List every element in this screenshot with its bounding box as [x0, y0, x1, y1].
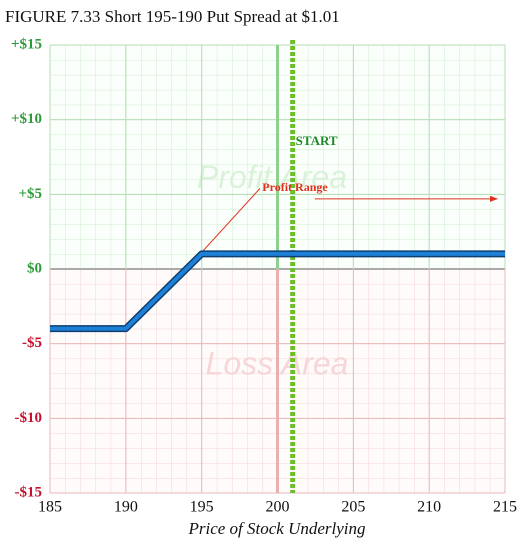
x-tick-label: 210 — [417, 499, 441, 516]
chart-title: FIGURE 7.33 Short 195-190 Put Spread at … — [5, 7, 340, 26]
start-label: START — [296, 133, 338, 148]
profit-area-label: Profit Area — [197, 159, 347, 195]
x-axis-label: Price of Stock Underlying — [187, 519, 365, 538]
y-tick-label: -$10 — [15, 410, 43, 426]
x-tick-label: 190 — [114, 499, 138, 516]
y-tick-label: +$15 — [11, 36, 42, 52]
profit-range-label: Profit Range — [262, 180, 328, 194]
y-tick-label: -$15 — [15, 484, 43, 500]
x-tick-label: 195 — [190, 499, 214, 516]
y-tick-label: -$5 — [22, 335, 42, 351]
y-tick-label: $0 — [27, 260, 42, 276]
y-tick-label: +$5 — [18, 186, 42, 202]
payoff-line — [50, 251, 505, 331]
y-tick-label: +$10 — [11, 111, 42, 127]
x-tick-label: 215 — [493, 499, 517, 516]
x-tick-label: 185 — [38, 499, 62, 516]
x-tick-label: 205 — [341, 499, 365, 516]
x-tick-label: 200 — [266, 499, 290, 516]
